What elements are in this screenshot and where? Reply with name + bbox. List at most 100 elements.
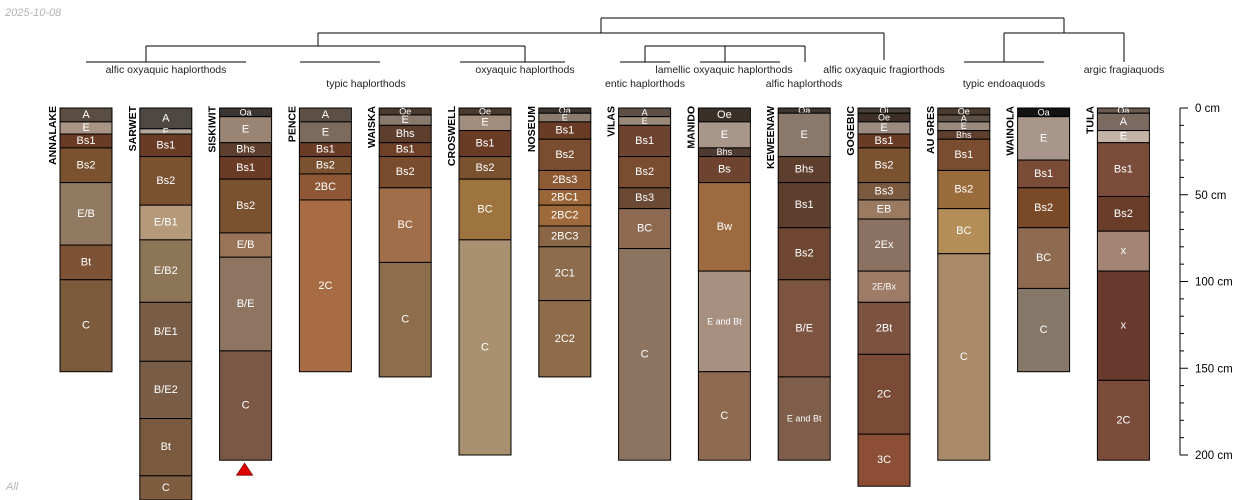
horizon-label: BC — [398, 219, 413, 231]
horizon-label: BC — [1036, 252, 1051, 264]
horizon-2c — [298, 199, 352, 373]
taxon-label: typic endoaquods — [963, 78, 1045, 90]
horizon-label: A — [322, 109, 330, 121]
horizon-label: E — [801, 129, 808, 141]
horizon-label: C — [720, 410, 728, 422]
horizon-bs2 — [1017, 187, 1071, 229]
taxon-label: lamellic oxyaquic haplorthods — [655, 64, 792, 76]
horizon-label: E and Bt — [707, 316, 742, 326]
axis-tick-label: 50 cm — [1195, 190, 1226, 202]
horizon-label: Bhs — [717, 147, 733, 157]
horizon-label: Bs2 — [476, 162, 495, 174]
horizon-label: Bs1 — [795, 199, 814, 211]
horizon-bc — [618, 208, 672, 250]
horizon-b-e2 — [139, 360, 193, 420]
horizon-label: E/B2 — [154, 265, 178, 277]
profile-name: PENCE — [286, 106, 298, 142]
taxon-label: oxyaquic haplorthods — [475, 64, 574, 76]
horizon-2ex — [857, 218, 911, 272]
profile-name: WAISKA — [366, 106, 378, 148]
horizon-label: Bs3 — [875, 185, 894, 197]
horizon-bs1 — [1017, 159, 1071, 189]
taxon-label: alfic oxyaquic fragiorthods — [823, 64, 944, 76]
horizon-label: B/E2 — [154, 384, 178, 396]
horizon-label: Bs1 — [1034, 168, 1053, 180]
horizon-bt — [139, 418, 193, 477]
horizon-c — [378, 261, 432, 378]
footer-label: All — [6, 481, 19, 493]
profile-sarwet: AE Bs1 Bs2 E/B1 E/B2 B/E1 B/E2 Bt C SARWET — [127, 105, 193, 500]
profile-name: WAINOLA — [1005, 106, 1017, 156]
horizon-label: Bs2 — [954, 184, 973, 196]
horizon-label: E/B — [237, 239, 255, 251]
horizon-bs1 — [1096, 142, 1150, 197]
horizon-bhs — [777, 156, 831, 184]
axis-tick-label: 0 cm — [1195, 103, 1220, 115]
profile-name: GOGEBIC — [845, 106, 857, 156]
horizon-label: Bt — [81, 256, 91, 268]
horizon-2c — [857, 353, 911, 435]
horizon-label: C — [641, 348, 649, 360]
profile-name: VILAS — [606, 106, 618, 137]
horizon-2bt — [857, 301, 911, 355]
profile-pence: AE Bs1 Bs2 2BC 2C PENCE — [286, 106, 352, 373]
profile-croswell: OeE Bs1 Bs2 BC C CROSWELL — [446, 105, 512, 456]
horizon-label: E — [402, 114, 409, 126]
horizon-label: 2BC2 — [551, 210, 579, 222]
taxa-labels: alfic oxyaquic haplorthods typic haplorth… — [106, 64, 1165, 90]
profile-name: NOSEUM — [526, 106, 538, 152]
horizon-label: 2C — [318, 280, 332, 292]
horizon-label: x — [1121, 320, 1127, 332]
horizon-2bc — [298, 173, 352, 201]
horizon-bs2 — [378, 156, 432, 189]
horizon-bs2 — [139, 156, 193, 206]
taxon-label: entic haplorthods — [605, 78, 685, 90]
horizon-label: Bhs — [795, 164, 814, 176]
horizon-e — [777, 112, 831, 158]
horizon-label: Oa — [1038, 107, 1050, 117]
horizon-label: Oe — [399, 106, 411, 116]
axis-tick-label: 150 cm — [1195, 363, 1233, 375]
profile-name: KEWEENAW — [765, 106, 777, 169]
profile-siskiwit: Oa E Bhs Bs1 Bs2 E/B B/E C SISKIWIT — [207, 105, 273, 476]
horizon-label: E — [481, 117, 488, 129]
horizon-label: Bhs — [236, 144, 255, 156]
horizon-bs2 — [219, 178, 273, 234]
horizon-label: A — [82, 109, 90, 121]
horizon-label: Bs1 — [156, 139, 175, 151]
horizon-bs1 — [618, 124, 672, 158]
horizon-b-e — [219, 256, 273, 352]
horizon-bs1 — [937, 138, 991, 171]
horizon-label: E — [562, 113, 568, 123]
profile-name: MANIDO — [685, 106, 697, 149]
horizon-label: Bs1 — [1114, 164, 1133, 176]
horizon-label: C — [960, 351, 968, 363]
taxon-label: alfic oxyaquic haplorthods — [106, 64, 227, 76]
horizon-label: BC — [477, 203, 492, 215]
horizon-label: x — [1121, 245, 1127, 257]
horizon-label: Oe — [958, 106, 970, 116]
horizon-label: E — [163, 126, 169, 136]
axis-tick-label: 200 cm — [1195, 450, 1233, 462]
horizon-label: BC — [637, 223, 652, 235]
horizon-bs1 — [777, 182, 831, 229]
horizon-bc — [378, 187, 432, 263]
horizon-label: E — [880, 122, 887, 134]
truncation-marker — [235, 462, 254, 476]
horizon-label: Bhs — [396, 128, 415, 140]
horizon-label: C — [481, 341, 489, 353]
horizon-label: Oa — [559, 106, 571, 116]
date-label: 2025-10-08 — [5, 7, 62, 19]
dendrogram — [86, 17, 1125, 63]
horizon-label: Bs1 — [555, 125, 574, 137]
horizon-label: Oi — [880, 106, 889, 116]
horizon-bc — [458, 178, 512, 241]
horizon-label: A — [162, 112, 170, 124]
horizon-label: C — [401, 314, 409, 326]
horizon-label: Bs1 — [875, 135, 894, 147]
horizon-label: Oe — [717, 109, 732, 121]
horizon-label: 2Ex — [875, 239, 894, 251]
profile-noseum: OaE Bs1 Bs2 2Bs3 2BC1 2BC2 2BC3 2C1 2C2 NOSEUM — [526, 106, 592, 378]
